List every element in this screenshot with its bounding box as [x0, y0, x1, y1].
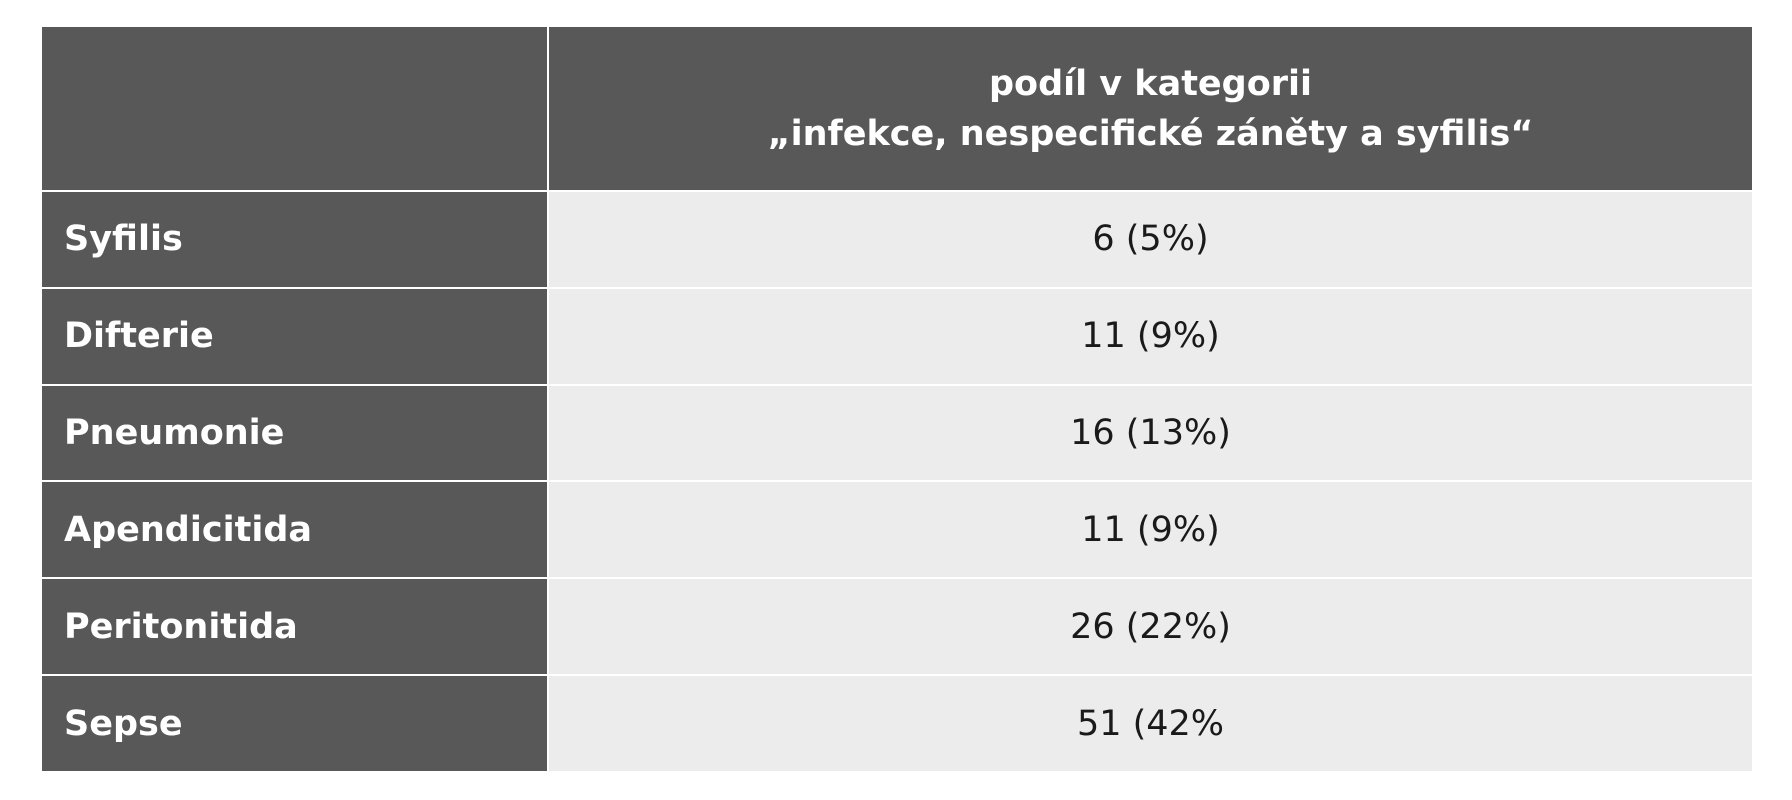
- row-value: 11 (9%): [547, 480, 1754, 580]
- row-label: Syfilis: [40, 190, 549, 289]
- row-value: 26 (22%): [547, 577, 1754, 677]
- data-table: podíl v kategorii „infekce, nespecifické…: [40, 25, 1754, 773]
- table-row: Syfilis 6 (5%): [40, 190, 1754, 289]
- table-row: Sepse 51 (42%: [40, 674, 1754, 773]
- header-corner-cell: [40, 25, 549, 192]
- column-header-line-1: podíl v kategorii: [988, 63, 1313, 104]
- table-header-row: podíl v kategorii „infekce, nespecifické…: [40, 25, 1754, 192]
- table-row: Difterie 11 (9%): [40, 286, 1754, 386]
- row-value: 11 (9%): [547, 286, 1754, 386]
- row-label: Sepse: [40, 674, 549, 773]
- table-container: podíl v kategorii „infekce, nespecifické…: [40, 25, 1754, 773]
- table-row: Apendicitida 11 (9%): [40, 480, 1754, 580]
- row-label: Peritonitida: [40, 577, 549, 677]
- column-header: podíl v kategorii „infekce, nespecifické…: [547, 25, 1754, 192]
- row-value: 16 (13%): [547, 383, 1754, 483]
- row-value: 51 (42%: [547, 674, 1754, 773]
- row-label: Apendicitida: [40, 480, 549, 580]
- table-row: Peritonitida 26 (22%): [40, 577, 1754, 677]
- row-label: Pneumonie: [40, 383, 549, 483]
- table-row: Pneumonie 16 (13%): [40, 383, 1754, 483]
- row-label: Difterie: [40, 286, 549, 386]
- row-value: 6 (5%): [547, 190, 1754, 289]
- column-header-line-2: „infekce, nespecifické záněty a syfilis“: [767, 113, 1534, 154]
